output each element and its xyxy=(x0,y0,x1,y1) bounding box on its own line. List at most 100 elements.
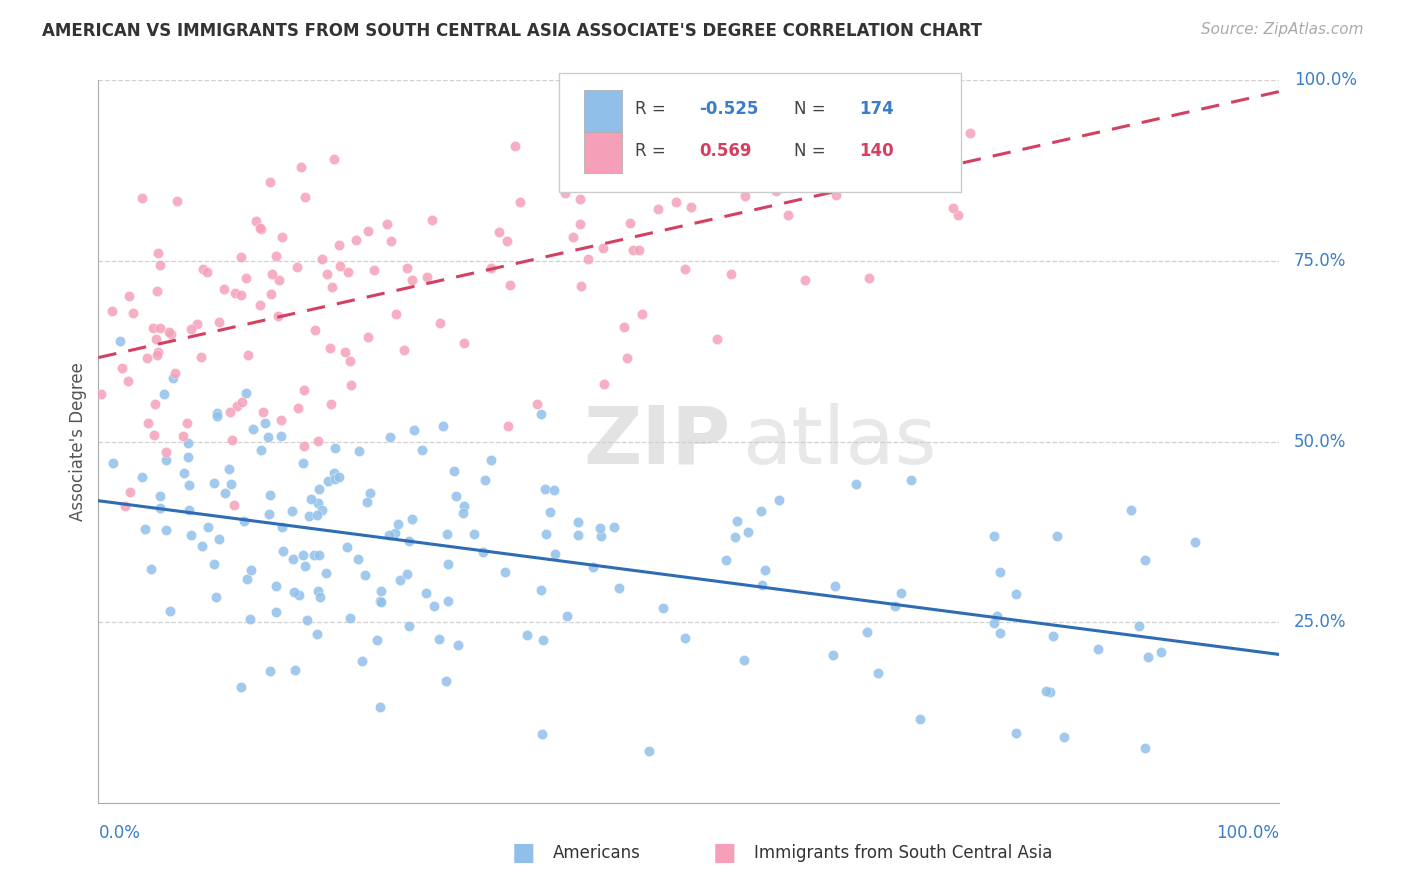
Point xyxy=(526,397,548,411)
Point xyxy=(229,681,252,695)
Point xyxy=(554,186,576,200)
Point xyxy=(647,202,669,216)
Point xyxy=(202,558,225,572)
Point xyxy=(149,321,172,335)
Point xyxy=(236,573,259,587)
Point xyxy=(1005,726,1028,740)
Point xyxy=(388,573,411,587)
Point xyxy=(1133,553,1156,567)
Point xyxy=(366,633,388,648)
Point xyxy=(264,249,287,263)
Point xyxy=(212,282,235,296)
Point xyxy=(118,289,141,303)
Point xyxy=(437,557,460,571)
Point xyxy=(172,429,194,443)
Point xyxy=(1184,535,1206,549)
Point xyxy=(177,478,200,492)
Point xyxy=(908,712,931,726)
Point xyxy=(180,527,202,541)
Point xyxy=(90,386,112,401)
Point xyxy=(948,209,970,223)
Point xyxy=(311,252,333,266)
Point xyxy=(531,633,554,648)
Point xyxy=(100,304,122,318)
Point xyxy=(479,261,502,276)
Point xyxy=(321,279,343,293)
Point xyxy=(131,469,153,483)
Point xyxy=(578,252,600,266)
Point xyxy=(160,327,183,342)
Point xyxy=(239,563,262,577)
Point xyxy=(329,259,352,273)
Point xyxy=(328,469,350,483)
Point xyxy=(120,484,142,499)
Point xyxy=(561,229,583,244)
Point xyxy=(496,235,519,249)
Text: ■: ■ xyxy=(713,841,737,865)
Point xyxy=(191,262,214,277)
Point xyxy=(415,586,437,600)
Point xyxy=(271,544,294,558)
Point xyxy=(1046,529,1069,543)
Point xyxy=(463,526,485,541)
Point xyxy=(370,594,392,608)
Point xyxy=(436,526,458,541)
Point xyxy=(1035,684,1057,698)
Point xyxy=(387,516,409,531)
Point xyxy=(845,476,868,491)
Point xyxy=(315,566,337,580)
Point xyxy=(264,579,287,593)
Point xyxy=(239,612,262,626)
Point xyxy=(1042,629,1064,643)
Point xyxy=(136,351,159,365)
Point xyxy=(776,208,799,222)
Point xyxy=(288,588,311,602)
Point xyxy=(162,371,184,385)
Text: R =: R = xyxy=(634,142,671,160)
Point xyxy=(1053,730,1076,744)
Point xyxy=(534,482,557,496)
Point xyxy=(890,586,912,600)
Point xyxy=(621,244,644,258)
Point xyxy=(270,413,292,427)
Point xyxy=(283,585,305,599)
Point xyxy=(323,472,346,486)
Text: R =: R = xyxy=(634,100,671,118)
Point xyxy=(765,184,787,198)
Point xyxy=(416,270,439,285)
Point xyxy=(307,627,329,641)
Point xyxy=(363,263,385,277)
Point xyxy=(825,187,848,202)
Point xyxy=(294,559,316,574)
Point xyxy=(434,673,457,688)
Point xyxy=(1128,618,1150,632)
Point xyxy=(285,260,308,275)
Point xyxy=(866,665,889,680)
Point xyxy=(569,279,592,293)
Point xyxy=(395,261,418,276)
Text: Immigrants from South Central Asia: Immigrants from South Central Asia xyxy=(754,845,1052,863)
Point xyxy=(579,168,602,182)
Point xyxy=(602,520,624,534)
Point xyxy=(356,495,378,509)
Text: Americans: Americans xyxy=(553,845,641,863)
Point xyxy=(443,464,465,478)
Point xyxy=(665,194,688,209)
Point xyxy=(607,581,630,595)
Point xyxy=(291,456,314,470)
Point xyxy=(543,483,565,497)
Point xyxy=(398,619,420,633)
Point xyxy=(942,201,965,215)
Point xyxy=(986,609,1008,624)
Point xyxy=(315,267,337,281)
Point xyxy=(297,613,319,627)
Point xyxy=(339,611,361,625)
Point xyxy=(290,160,312,174)
Text: 25.0%: 25.0% xyxy=(1294,613,1346,632)
Point xyxy=(270,429,292,443)
Point xyxy=(496,418,519,433)
Point xyxy=(271,520,294,534)
Point xyxy=(208,315,231,329)
Point xyxy=(432,419,454,434)
Point xyxy=(149,258,172,272)
